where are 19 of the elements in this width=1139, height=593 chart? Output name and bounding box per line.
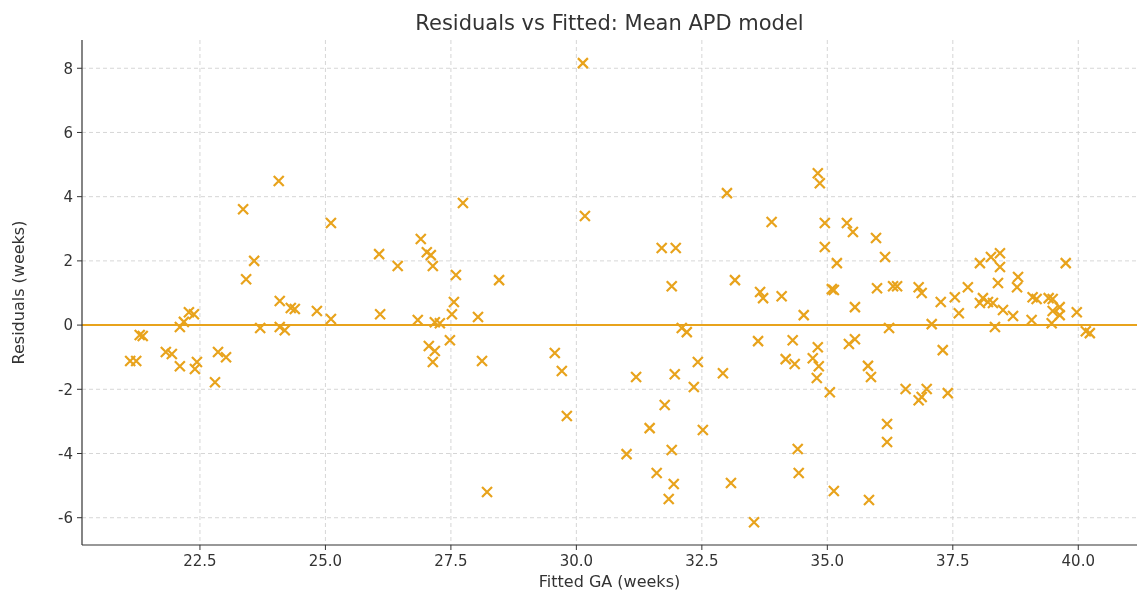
y-tick-label: 6 — [63, 123, 73, 142]
y-tick-label: 4 — [63, 187, 73, 206]
y-tick-label: -6 — [58, 508, 73, 527]
y-tick-label: -4 — [58, 444, 73, 463]
y-tick-label: 0 — [63, 316, 73, 335]
y-axis-title: Residuals (weeks) — [9, 220, 28, 365]
x-tick-label: 30.0 — [559, 552, 594, 570]
x-tick-label: 27.5 — [434, 552, 468, 570]
x-tick-label: 22.5 — [183, 552, 217, 570]
x-tick-label: 32.5 — [685, 552, 719, 570]
x-tick-label: 25.0 — [308, 552, 343, 570]
y-tick-label: -2 — [58, 380, 73, 399]
x-tick-label: 37.5 — [936, 552, 970, 570]
x-tick-label: 40.0 — [1061, 552, 1095, 570]
y-tick-label: 8 — [63, 59, 73, 78]
chart-title: Residuals vs Fitted: Mean APD model — [415, 11, 804, 35]
x-axis-title: Fitted GA (weeks) — [538, 572, 681, 591]
x-tick-label: 35.0 — [810, 552, 845, 570]
y-tick-label: 2 — [63, 252, 73, 271]
